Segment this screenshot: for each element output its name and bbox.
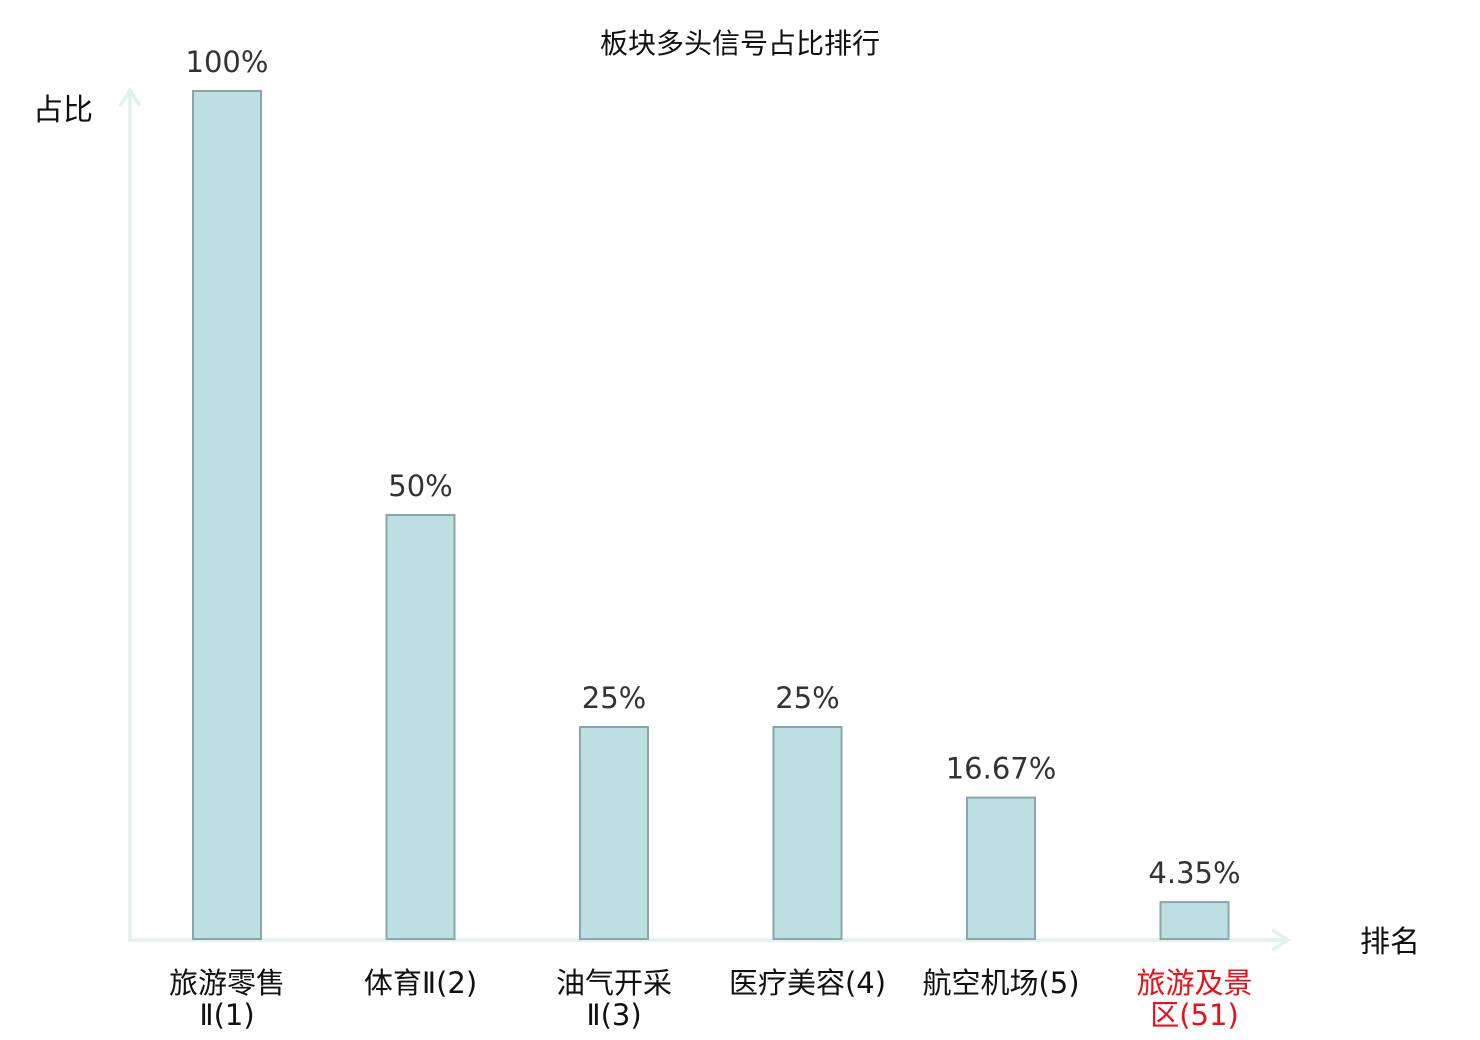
value-label-3: 25% xyxy=(582,681,646,715)
bar-4 xyxy=(772,726,843,940)
category-label-3-line1: 油气开采 xyxy=(556,966,672,1000)
x-axis-arrow-icon xyxy=(1271,928,1292,952)
bar-5 xyxy=(966,796,1036,940)
bar-3 xyxy=(579,726,649,940)
value-label-5: 16.67% xyxy=(946,752,1057,786)
value-labels-group: 100% 50% 25% 25% 16.67% 4.35% xyxy=(186,45,1241,890)
bar-2 xyxy=(385,514,456,940)
value-label-6: 4.35% xyxy=(1148,856,1240,890)
category-label-2-line1: 体育Ⅱ(2) xyxy=(364,966,477,1000)
bar-6 xyxy=(1159,901,1230,940)
value-label-1: 100% xyxy=(186,45,269,79)
category-label-4-line1: 医疗美容(4) xyxy=(729,966,886,1000)
y-axis-label: 占比 xyxy=(33,93,93,128)
category-label-1-line1: 旅游零售 xyxy=(169,966,285,1000)
category-label-6-line1: 旅游及景 xyxy=(1136,966,1252,1000)
value-label-2: 50% xyxy=(388,469,452,503)
category-label-1-line2: Ⅱ(1) xyxy=(199,998,254,1032)
bar-1 xyxy=(192,90,262,940)
category-label-6-line2: 区(51) xyxy=(1150,998,1239,1032)
axes xyxy=(118,86,1292,952)
x-axis-label: 排名 xyxy=(1360,925,1420,960)
bars-group xyxy=(192,90,1230,940)
y-axis-arrow-icon xyxy=(118,86,142,107)
category-label-5-line1: 航空机场(5) xyxy=(922,966,1079,1000)
category-label-3-line2: Ⅱ(3) xyxy=(586,998,641,1032)
chart-title: 板块多头信号占比排行 xyxy=(600,27,880,60)
value-label-4: 25% xyxy=(775,681,839,715)
